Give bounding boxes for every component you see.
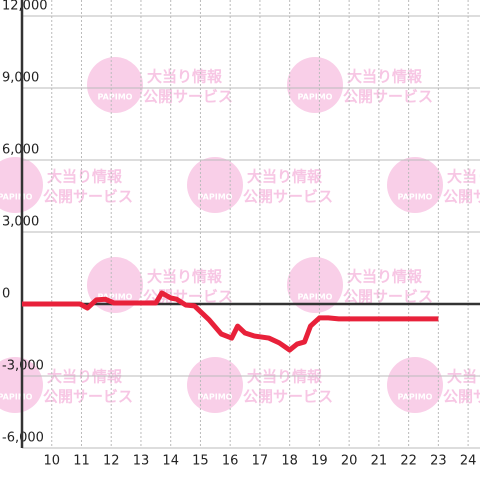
watermark-logo: PAPIMO <box>0 193 33 202</box>
x-tick-label: 23 <box>430 454 447 469</box>
watermark-circle <box>187 157 243 213</box>
x-tick-label: 15 <box>192 454 209 469</box>
x-tick-label: 24 <box>460 454 477 469</box>
watermark-logo: PAPIMO <box>298 93 333 102</box>
data-line <box>22 290 439 353</box>
watermark-logo: PAPIMO <box>298 293 333 302</box>
watermark-logo: PAPIMO <box>198 193 233 202</box>
watermark-circle <box>187 357 243 413</box>
watermark-logo: PAPIMO <box>398 393 433 402</box>
watermark-circle <box>387 357 443 413</box>
x-tick-label: 10 <box>43 454 60 469</box>
watermark-text: 大当り情報 <box>147 268 223 286</box>
y-tick-label: 12,000 <box>2 0 48 14</box>
x-tick-label: 19 <box>311 454 328 469</box>
watermark-circle <box>87 57 143 113</box>
x-tick-label: 20 <box>341 454 358 469</box>
plot <box>22 290 439 353</box>
x-tick-label: 13 <box>133 454 150 469</box>
y-tick-label: 0 <box>2 287 10 302</box>
watermark-text: 公開サービス <box>143 88 233 106</box>
watermark-text: 公開サービス <box>443 388 480 406</box>
watermark-circle <box>287 57 343 113</box>
x-tick-label: 11 <box>73 454 90 469</box>
watermark-text: 公開サービス <box>343 288 433 306</box>
watermark-logo: PAPIMO <box>98 93 133 102</box>
watermark-text: 大当り情報 <box>447 168 480 186</box>
watermark-text: 大当り情報 <box>147 68 223 86</box>
watermark-text: 大当り情報 <box>347 268 423 286</box>
x-tick-label: 18 <box>281 454 298 469</box>
watermark-logo: PAPIMO <box>398 193 433 202</box>
watermark-logo: PAPIMO <box>0 393 33 402</box>
grid: 10 11 12 13 14 15 16 17 18 19 20 21 22 23 24 12,000 9,00… <box>2 0 480 469</box>
x-tick-label: 22 <box>400 454 417 469</box>
watermark-text: 公開サービス <box>243 188 333 206</box>
watermark-text: 大当り情報 <box>347 68 423 86</box>
y-tick-label: 6,000 <box>2 143 39 158</box>
watermark-logo: PAPIMO <box>98 293 133 302</box>
x-tick-label: 17 <box>252 454 269 469</box>
watermark-circle <box>287 257 343 313</box>
y-tick-label: 3,000 <box>2 215 39 230</box>
watermark-text: 公開サービス <box>143 288 233 306</box>
watermark-text: 大当り情報 <box>47 168 123 186</box>
watermark-text: 公開サービス <box>43 188 133 206</box>
watermark-logo: PAPIMO <box>198 393 233 402</box>
x-tick-label: 21 <box>371 454 388 469</box>
y-tick-label: 9,000 <box>2 71 39 86</box>
watermark-text: 公開サービス <box>443 188 480 206</box>
watermark-text: 公開サービス <box>343 88 433 106</box>
watermark-circle <box>387 157 443 213</box>
x-tick-label: 16 <box>222 454 239 469</box>
watermark-text: 公開サービス <box>43 388 133 406</box>
x-tick-label: 14 <box>162 454 179 469</box>
watermark-text: 公開サービス <box>243 388 333 406</box>
watermark-text: 大当り情報 <box>247 168 323 186</box>
x-tick-label: 12 <box>103 454 120 469</box>
